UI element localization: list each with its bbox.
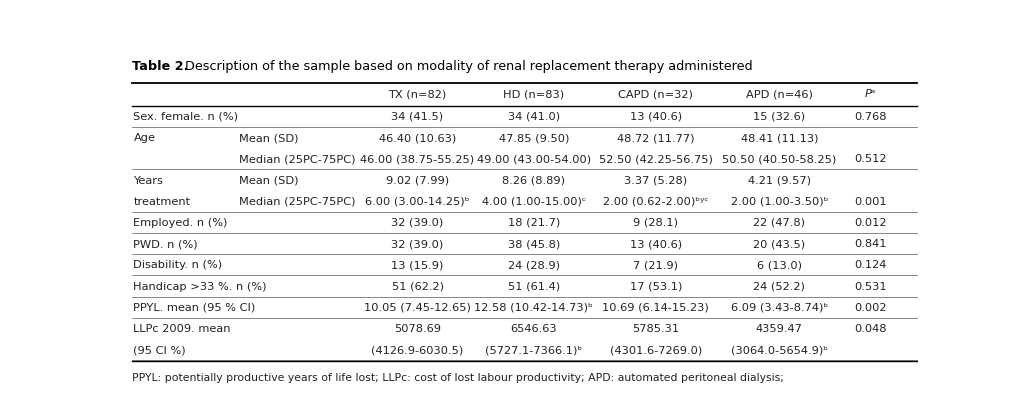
Text: (4301.6-7269.0): (4301.6-7269.0) [610,345,702,355]
Text: Mean (SD): Mean (SD) [239,175,299,185]
Text: treatment: treatment [133,197,190,207]
Text: 7 (21.9): 7 (21.9) [633,260,678,270]
Text: PPYL: potentially productive years of life lost; LLPc: cost of lost labour produ: PPYL: potentially productive years of li… [132,373,784,383]
Text: 0.012: 0.012 [854,218,887,228]
Text: 4.00 (1.00-15.00)ᶜ: 4.00 (1.00-15.00)ᶜ [482,197,586,207]
Text: 51 (62.2): 51 (62.2) [392,281,444,292]
Text: 34 (41.0): 34 (41.0) [507,112,560,122]
Text: 2.00 (0.62-2.00)ᵇʸᶜ: 2.00 (0.62-2.00)ᵇʸᶜ [603,197,709,207]
Text: (5727.1-7366.1)ᵇ: (5727.1-7366.1)ᵇ [485,345,582,355]
Text: 22 (47.8): 22 (47.8) [753,218,805,228]
Text: PWD. n (%): PWD. n (%) [133,239,198,249]
Text: 4359.47: 4359.47 [756,324,803,334]
Text: Table 2.: Table 2. [132,60,188,72]
Text: 46.40 (10.63): 46.40 (10.63) [379,133,456,143]
Text: Description of the sample based on modality of renal replacement therapy adminis: Description of the sample based on modal… [181,60,753,72]
Text: 20 (43.5): 20 (43.5) [753,239,805,249]
Text: Median (25PC-75PC): Median (25PC-75PC) [239,154,356,164]
Text: 9 (28.1): 9 (28.1) [633,218,678,228]
Text: 32 (39.0): 32 (39.0) [392,218,444,228]
Text: PPYL. mean (95 % CI): PPYL. mean (95 % CI) [133,303,256,313]
Text: 24 (28.9): 24 (28.9) [507,260,560,270]
Text: Disability. n (%): Disability. n (%) [133,260,223,270]
Text: 47.85 (9.50): 47.85 (9.50) [498,133,569,143]
Text: Age: Age [133,133,155,143]
Text: 17 (53.1): 17 (53.1) [629,281,682,292]
Text: 6 (13.0): 6 (13.0) [757,260,802,270]
Text: (95 CI %): (95 CI %) [133,345,186,355]
Text: 5078.69: 5078.69 [394,324,441,334]
Text: 48.41 (11.13): 48.41 (11.13) [741,133,818,143]
Text: 6546.63: 6546.63 [510,324,557,334]
Text: 34 (41.5): 34 (41.5) [392,112,444,122]
Text: 46.00 (38.75-55.25): 46.00 (38.75-55.25) [360,154,475,164]
Text: Pᵃ: Pᵃ [864,90,876,100]
Text: 3.37 (5.28): 3.37 (5.28) [624,175,687,185]
Text: 51 (61.4): 51 (61.4) [507,281,560,292]
Text: CAPD (n=32): CAPD (n=32) [618,90,694,100]
Text: 32 (39.0): 32 (39.0) [392,239,444,249]
Text: (4126.9-6030.5): (4126.9-6030.5) [371,345,463,355]
Text: 13 (40.6): 13 (40.6) [630,112,681,122]
Text: 6.09 (3.43-8.74)ᵇ: 6.09 (3.43-8.74)ᵇ [730,303,828,313]
Text: 5785.31: 5785.31 [632,324,679,334]
Text: 10.69 (6.14-15.23): 10.69 (6.14-15.23) [603,303,709,313]
Text: Mean (SD): Mean (SD) [239,133,299,143]
Text: 0.512: 0.512 [854,154,887,164]
Text: 50.50 (40.50-58.25): 50.50 (40.50-58.25) [722,154,837,164]
Text: 2.00 (1.00-3.50)ᵇ: 2.00 (1.00-3.50)ᵇ [730,197,829,207]
Text: 12.58 (10.42-14.73)ᵇ: 12.58 (10.42-14.73)ᵇ [475,303,593,313]
Text: 0.001: 0.001 [854,197,887,207]
Text: 18 (21.7): 18 (21.7) [507,218,560,228]
Text: (3064.0-5654.9)ᵇ: (3064.0-5654.9)ᵇ [730,345,828,355]
Text: Handicap >33 %. n (%): Handicap >33 %. n (%) [133,281,267,292]
Text: Median (25PC-75PC): Median (25PC-75PC) [239,197,356,207]
Text: 15 (32.6): 15 (32.6) [753,112,805,122]
Text: APD (n=46): APD (n=46) [746,90,813,100]
Text: 24 (52.2): 24 (52.2) [754,281,805,292]
Text: 13 (40.6): 13 (40.6) [630,239,681,249]
Text: Employed. n (%): Employed. n (%) [133,218,228,228]
Text: 48.72 (11.77): 48.72 (11.77) [617,133,695,143]
Text: 0.841: 0.841 [854,239,887,249]
Text: 4.21 (9.57): 4.21 (9.57) [748,175,811,185]
Text: 0.002: 0.002 [854,303,887,313]
Text: 10.05 (7.45-12.65): 10.05 (7.45-12.65) [364,303,471,313]
Text: 0.768: 0.768 [854,112,887,122]
Text: Sex. female. n (%): Sex. female. n (%) [133,112,238,122]
Text: 52.50 (42.25-56.75): 52.50 (42.25-56.75) [598,154,713,164]
Text: 0.048: 0.048 [854,324,887,334]
Text: 8.26 (8.89): 8.26 (8.89) [502,175,565,185]
Text: 0.124: 0.124 [854,260,887,270]
Text: HD (n=83): HD (n=83) [503,90,565,100]
Text: Years: Years [133,175,164,185]
Text: LLPc 2009. mean: LLPc 2009. mean [133,324,231,334]
Text: 9.02 (7.99): 9.02 (7.99) [386,175,449,185]
Text: 38 (45.8): 38 (45.8) [507,239,560,249]
Text: TX (n=82): TX (n=82) [389,90,447,100]
Text: 0.531: 0.531 [854,281,887,292]
Text: 6.00 (3.00-14.25)ᵇ: 6.00 (3.00-14.25)ᵇ [365,197,470,207]
Text: 13 (15.9): 13 (15.9) [392,260,444,270]
Text: 49.00 (43.00-54.00): 49.00 (43.00-54.00) [477,154,590,164]
